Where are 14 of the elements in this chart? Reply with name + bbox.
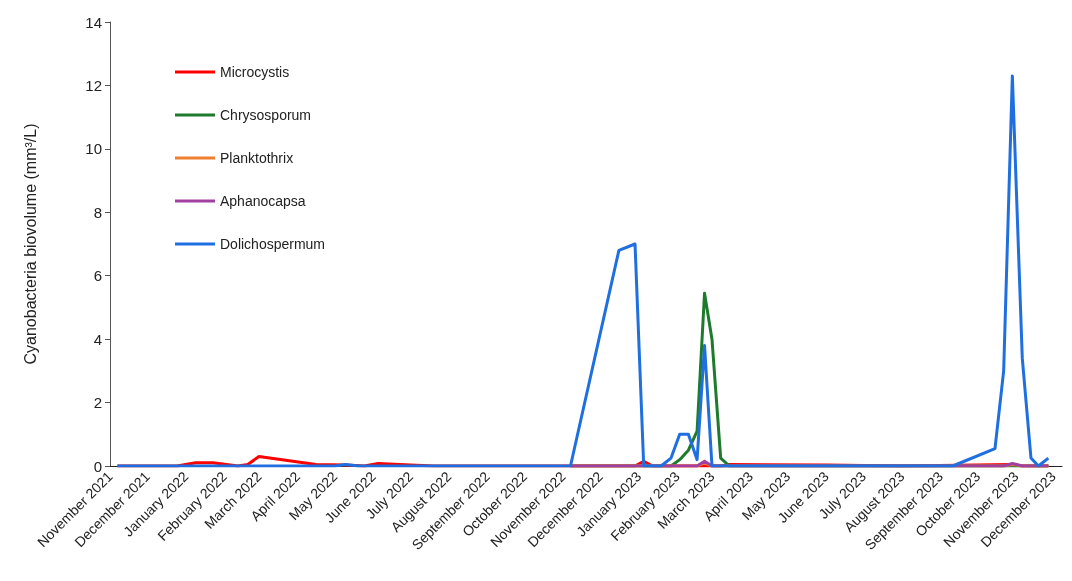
legend-label: Microcystis — [220, 64, 290, 80]
y-tick-label: 10 — [85, 140, 102, 158]
y-tick-label: 8 — [93, 203, 102, 221]
legend-label: Planktothrix — [220, 150, 294, 166]
legend-label: Chrysosporum — [220, 107, 312, 123]
y-tick-label: 14 — [85, 13, 102, 31]
y-tick-label: 0 — [93, 457, 102, 475]
y-tick-label: 2 — [93, 394, 102, 412]
y-tick-label: 4 — [93, 330, 102, 348]
legend-label: Dolichospermum — [220, 236, 326, 252]
y-tick-label: 6 — [93, 267, 102, 285]
legend-label: Aphanocapsa — [220, 193, 306, 209]
y-tick-label: 12 — [85, 76, 102, 94]
y-axis-title: Cyanobacteria biovolume (mm³/L) — [21, 123, 39, 365]
